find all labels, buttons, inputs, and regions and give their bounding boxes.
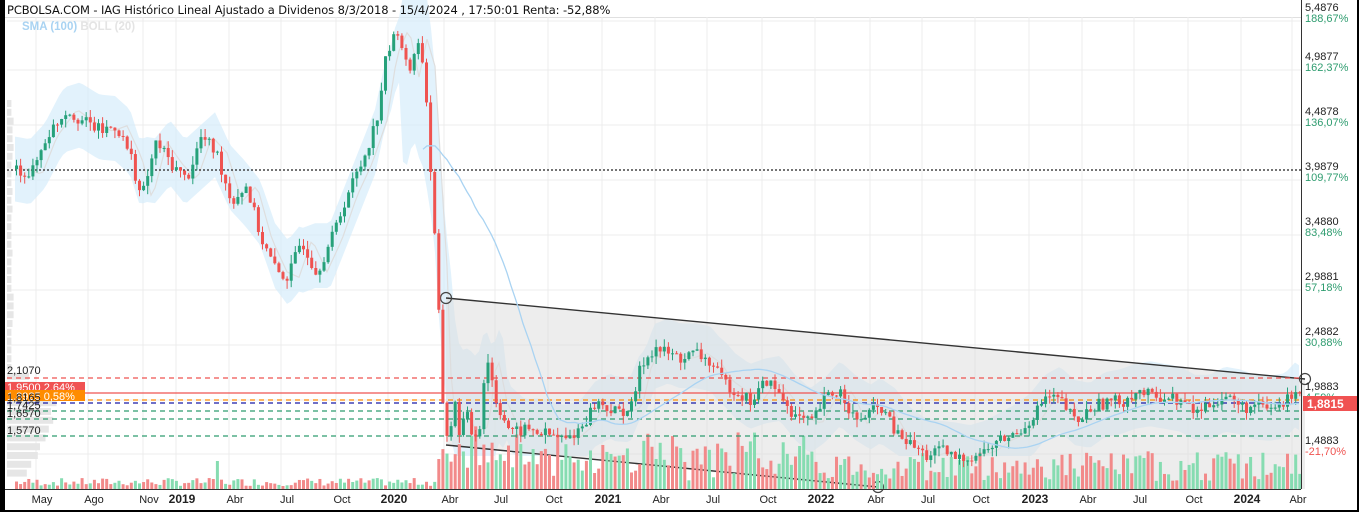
svg-text:Abr: Abr: [652, 494, 669, 506]
legend-boll[interactable]: BOLL (20): [80, 21, 136, 33]
last-price-badge: [1303, 396, 1357, 411]
svg-text:4,4878: 4,4878: [1305, 106, 1339, 118]
svg-text:May: May: [32, 494, 53, 506]
svg-text:2,4882: 2,4882: [1305, 326, 1339, 338]
svg-text:Oct: Oct: [333, 494, 350, 506]
svg-text:1,9883: 1,9883: [1305, 381, 1339, 393]
volume-bars: [15, 426, 1302, 489]
indicator-legend: SMA (100) BOLL (20): [22, 21, 135, 33]
svg-text:Oct: Oct: [545, 494, 562, 506]
drawing-handle[interactable]: [1298, 372, 1312, 386]
svg-text:2,1070: 2,1070: [7, 365, 41, 377]
svg-text:Nov: Nov: [139, 494, 159, 506]
svg-text:Oct: Oct: [972, 494, 989, 506]
svg-text:30,88%: 30,88%: [1305, 337, 1343, 349]
svg-text:4,9877: 4,9877: [1305, 51, 1339, 63]
svg-text:Jul: Jul: [280, 494, 294, 506]
svg-text:162,37%: 162,37%: [1305, 62, 1349, 74]
svg-text:188,67%: 188,67%: [1305, 13, 1349, 25]
svg-text:83,48%: 83,48%: [1305, 227, 1343, 239]
svg-text:Jul: Jul: [706, 494, 720, 506]
svg-text:1,5770: 1,5770: [7, 425, 41, 437]
svg-text:Abr: Abr: [867, 494, 884, 506]
svg-text:2,9881: 2,9881: [1305, 271, 1339, 283]
svg-text:3,9879: 3,9879: [1305, 161, 1339, 173]
svg-text:1,6570: 1,6570: [7, 408, 41, 420]
svg-text:57,18%: 57,18%: [1305, 282, 1343, 294]
sma-line: [422, 145, 1300, 449]
legend-sma[interactable]: SMA (100): [22, 21, 78, 33]
svg-text:Abr: Abr: [1289, 494, 1306, 506]
svg-text:Abr: Abr: [1079, 494, 1096, 506]
svg-text:2022: 2022: [808, 492, 835, 506]
svg-text:Oct: Oct: [1185, 494, 1202, 506]
svg-text:1,8925 0,58%: 1,8925 0,58%: [7, 391, 75, 403]
svg-text:2023: 2023: [1022, 492, 1049, 506]
svg-text:1,8165: 1,8165: [7, 392, 41, 404]
svg-text:Abr: Abr: [226, 494, 243, 506]
svg-text:136,07%: 136,07%: [1305, 117, 1349, 129]
x-axis: May Ago Nov 2019 Abr Jul Oct 2020 Abr Jul Oct 2021 A…: [32, 492, 1307, 506]
svg-text:Jul: Jul: [921, 494, 935, 506]
svg-text:2024: 2024: [1234, 492, 1261, 506]
svg-text:Jul: Jul: [494, 494, 508, 506]
svg-text:Abr: Abr: [441, 494, 458, 506]
svg-text:109,77%: 109,77%: [1305, 172, 1349, 184]
svg-text:2020: 2020: [381, 492, 408, 506]
svg-text:Ago: Ago: [84, 494, 104, 506]
svg-text:5,4876: 5,4876: [1305, 2, 1339, 14]
svg-text:2021: 2021: [595, 492, 622, 506]
svg-text:1,4883: 1,4883: [1305, 435, 1339, 447]
chart-frame: 5,4876 188,67% 4,9877 162,37% 4,4878 136,07% 3…: [5, 0, 1357, 510]
svg-text:-21,70%: -21,70%: [1305, 446, 1346, 458]
chart-title: PCBOLSA.COM - IAG Histórico Lineal Ajust…: [7, 3, 611, 17]
svg-text:3,4880: 3,4880: [1305, 216, 1339, 228]
svg-text:1,8815: 1,8815: [1307, 397, 1344, 411]
candlesticks: [15, 30, 1302, 468]
svg-text:2019: 2019: [169, 492, 196, 506]
drawing-handle[interactable]: [439, 291, 453, 305]
svg-text:Oct: Oct: [759, 494, 776, 506]
price-levels: [7, 377, 1301, 437]
svg-text:Jul: Jul: [1133, 494, 1147, 506]
svg-text:1,7425: 1,7425: [7, 400, 41, 412]
